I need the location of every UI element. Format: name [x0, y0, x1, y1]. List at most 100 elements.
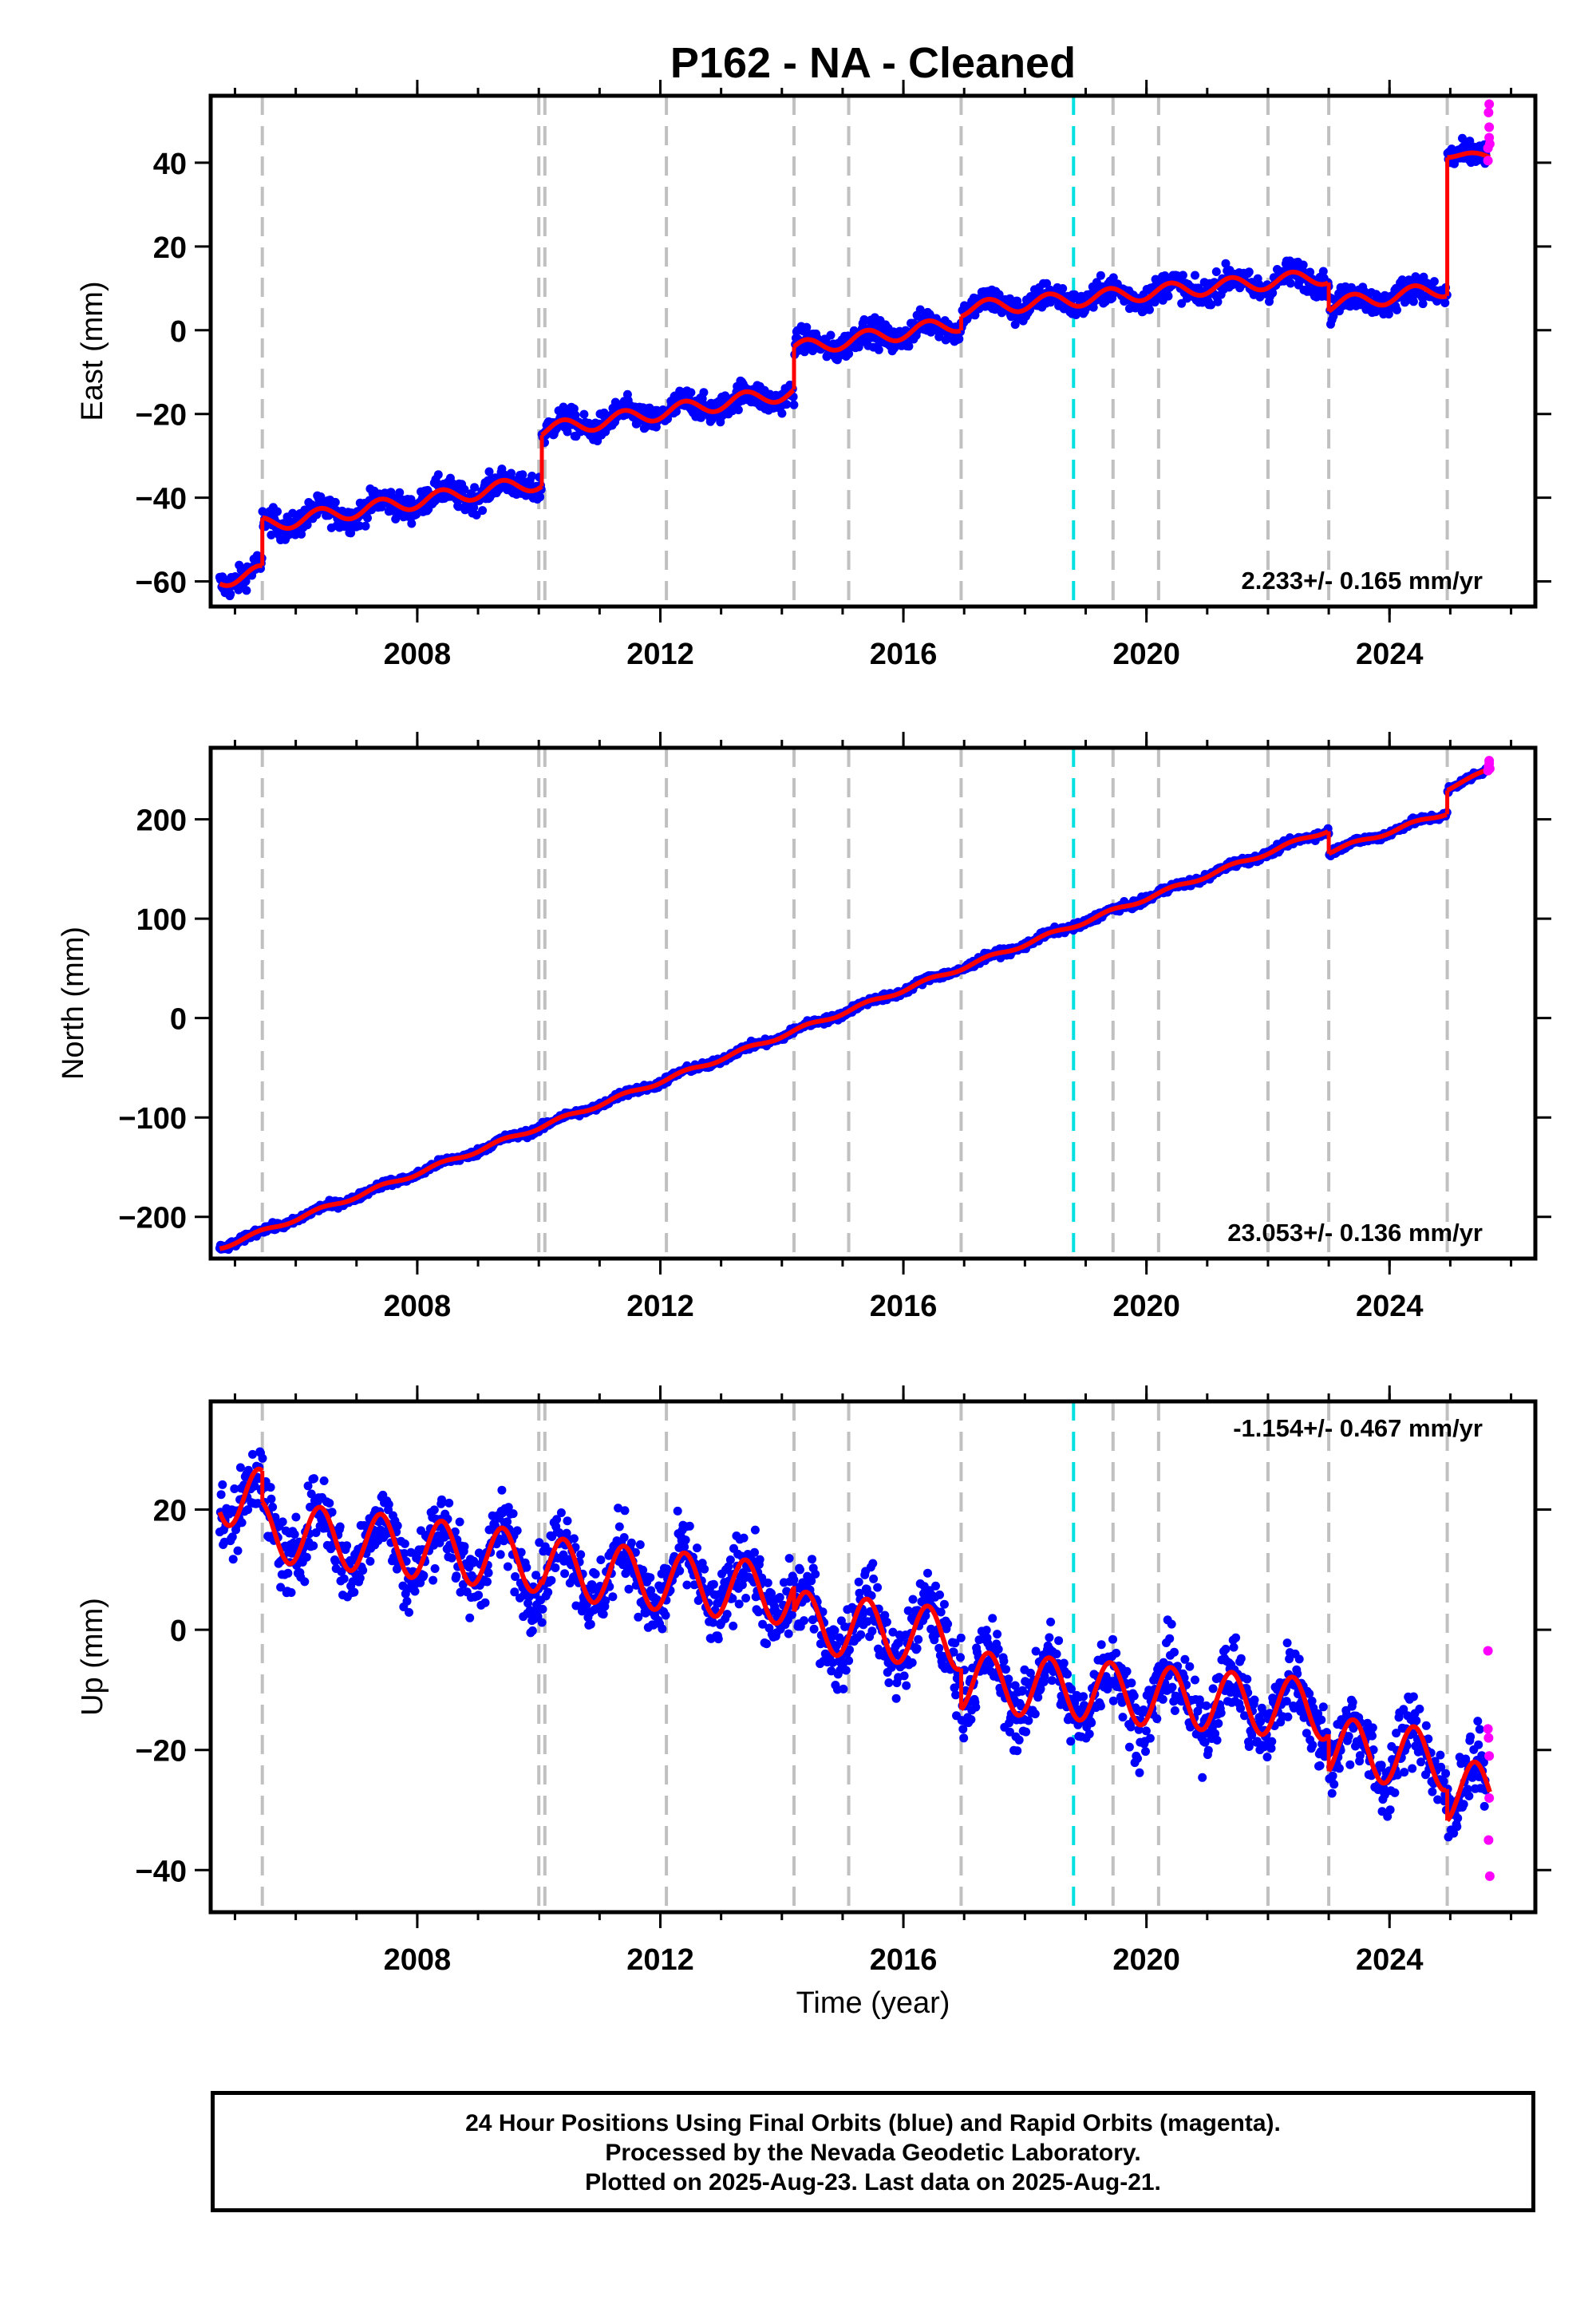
plot-area-up: [215, 1401, 1495, 1912]
final-orbit-point: [547, 1575, 556, 1585]
y-tick-label: 100: [136, 903, 187, 937]
final-orbit-point: [784, 1554, 794, 1563]
final-orbit-point: [638, 1565, 648, 1575]
final-orbit-point: [728, 1594, 737, 1603]
rapid-orbit-point: [1483, 107, 1494, 117]
final-orbit-point: [579, 409, 589, 419]
y-tick-label: −100: [118, 1102, 187, 1136]
final-orbit-point: [614, 1504, 623, 1513]
final-orbit-point: [400, 1539, 409, 1548]
figure-title: P162 - NA - Cleaned: [670, 39, 1076, 87]
final-orbit-point: [845, 1645, 854, 1654]
final-orbit-point: [250, 1481, 259, 1491]
final-orbit-point: [734, 1599, 744, 1609]
final-orbit-point: [1163, 291, 1173, 301]
final-orbit-point: [454, 502, 463, 512]
final-orbit-point: [518, 470, 527, 480]
rapid-orbit-point: [1483, 156, 1493, 166]
final-orbit-point: [393, 1521, 402, 1531]
final-orbit-point: [228, 1555, 238, 1564]
final-orbit-point: [1013, 296, 1022, 306]
x-tick-label: 2008: [384, 638, 452, 671]
final-orbit-point: [543, 1587, 553, 1597]
final-orbit-point: [455, 1517, 464, 1527]
final-orbit-point: [531, 1571, 541, 1580]
final-orbit-point: [276, 1583, 286, 1592]
final-orbit-point: [230, 1484, 239, 1493]
final-orbit-point: [226, 589, 235, 599]
final-orbit-point: [1329, 311, 1338, 321]
final-orbit-point: [1207, 300, 1216, 310]
final-orbit-point: [787, 1610, 796, 1619]
y-tick-label: −60: [136, 567, 187, 600]
final-orbit-point: [775, 1593, 784, 1602]
final-orbit-point: [827, 1666, 836, 1676]
final-orbit-point: [507, 468, 516, 478]
final-orbit-point: [856, 1630, 866, 1639]
final-orbit-point: [407, 519, 417, 528]
final-orbit-point: [503, 1517, 512, 1527]
final-orbit-point: [614, 1522, 624, 1531]
final-orbit-point: [601, 1596, 610, 1606]
final-orbit-point: [970, 310, 980, 320]
final-orbit-point: [330, 497, 340, 507]
final-orbit-point: [504, 1503, 513, 1512]
final-orbit-point: [516, 1547, 526, 1557]
final-orbit-point: [460, 484, 469, 494]
final-orbit-point: [658, 1624, 667, 1634]
final-orbit-point: [1150, 298, 1159, 307]
final-orbit-point: [1418, 299, 1428, 309]
final-orbit-point: [1096, 271, 1105, 280]
model-fit-line: [540, 388, 796, 437]
final-orbit-point: [709, 1618, 718, 1627]
final-orbit-point: [754, 1607, 763, 1617]
final-orbit-point: [433, 470, 443, 480]
final-orbit-point: [483, 1577, 492, 1587]
final-orbit-point: [874, 345, 883, 354]
y-tick-label: −200: [118, 1202, 187, 1235]
final-orbit-point: [297, 529, 306, 539]
final-orbit-point: [576, 1550, 586, 1559]
model-fit-line: [960, 269, 1329, 319]
x-tick-label: 2008: [384, 1290, 452, 1323]
final-orbit-point: [273, 507, 282, 516]
final-orbit-point: [267, 1494, 276, 1504]
final-orbit-point: [556, 1508, 566, 1517]
final-orbit-point: [741, 1594, 751, 1603]
y-tick-label: 20: [153, 231, 187, 265]
final-orbit-point: [268, 1502, 278, 1512]
x-tick-label: 2016: [870, 638, 938, 671]
final-orbit-point: [402, 1596, 412, 1606]
final-orbit-point: [598, 1610, 608, 1619]
final-orbit-point: [497, 1485, 507, 1495]
final-orbit-point: [858, 1610, 867, 1619]
final-orbit-point: [339, 1574, 349, 1583]
y-tick-label: 0: [170, 315, 187, 349]
final-orbit-point: [355, 1573, 365, 1583]
plot-area-north: [215, 748, 1495, 1259]
y-tick-label: 0: [170, 1003, 187, 1037]
final-orbit-point: [358, 1566, 368, 1575]
final-orbit-point: [365, 1556, 375, 1566]
final-orbit-point: [737, 1580, 747, 1590]
final-orbit-point: [522, 1563, 531, 1572]
rapid-orbit-points-north: [1483, 756, 1495, 776]
final-orbit-point: [1298, 260, 1308, 270]
final-orbit-point: [699, 388, 709, 397]
final-orbit-point: [537, 1618, 547, 1627]
rapid-orbit-point: [1484, 139, 1495, 149]
final-orbit-point: [511, 1572, 520, 1581]
final-orbit-point: [811, 1569, 820, 1579]
final-orbit-point: [1213, 297, 1223, 306]
model-fit-line: [262, 477, 543, 532]
final-orbit-point: [456, 1587, 465, 1597]
rapid-orbit-point: [1484, 122, 1495, 132]
final-orbit-point: [444, 1498, 454, 1508]
final-orbit-point: [724, 1562, 733, 1571]
final-orbit-point: [1211, 267, 1221, 276]
final-orbit-point: [596, 1555, 606, 1564]
final-orbit-point: [681, 1535, 690, 1545]
final-orbit-point: [510, 1587, 519, 1597]
final-orbit-point: [682, 1580, 692, 1590]
